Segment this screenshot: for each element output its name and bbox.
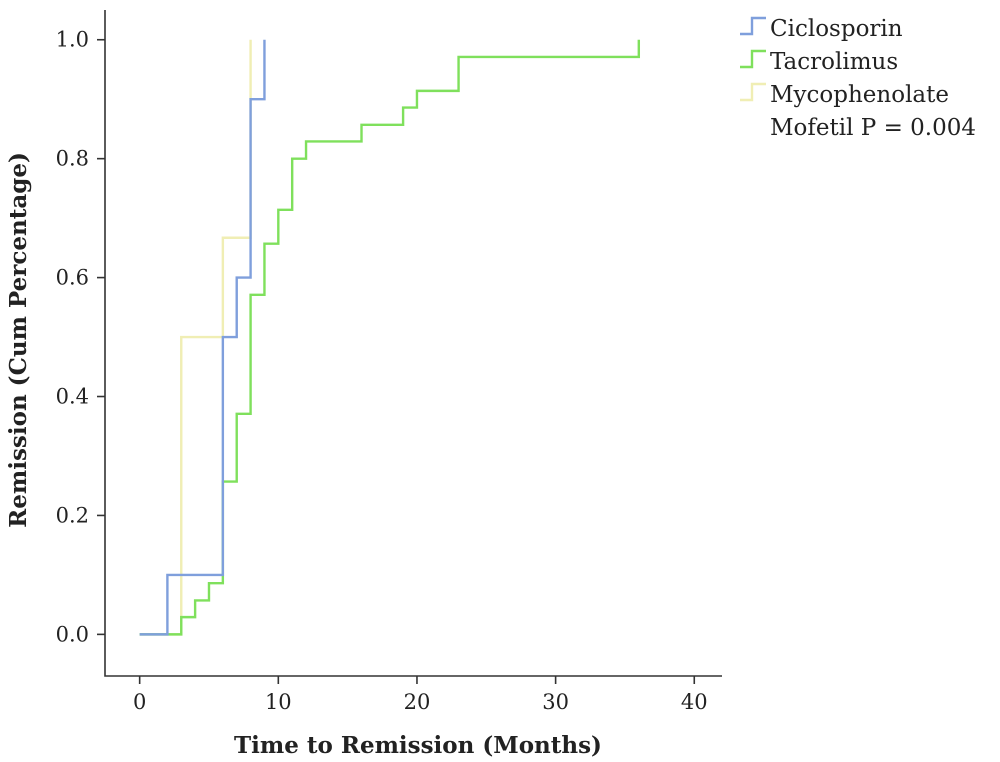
legend-swatch-1 <box>740 16 766 36</box>
y-tick-label: 0.4 <box>56 385 89 409</box>
axis-frame <box>104 10 722 677</box>
axes: 0 10 20 30 40 0.0 0.2 0.4 0.6 0.8 1.0 <box>56 10 722 714</box>
series-lines <box>139 39 641 636</box>
x-tick-label: 10 <box>265 690 292 714</box>
legend-label-1: Ciclosporin <box>770 16 903 42</box>
x-tick-label: 20 <box>404 690 431 714</box>
legend-swatch-3 <box>740 82 766 102</box>
x-tick-label: 30 <box>542 690 569 714</box>
y-tick-label: 0.6 <box>56 266 89 290</box>
series-line-2 <box>139 39 641 636</box>
legend-label-3: Mycophenolate <box>770 82 949 108</box>
y-tick-label: 0.8 <box>56 147 89 171</box>
x-axis-title: Time to Remission (Months) <box>234 732 602 759</box>
y-tick-label: 1.0 <box>56 28 89 52</box>
legend-swatch-2 <box>740 49 766 69</box>
legend-label-2: Tacrolimus <box>770 49 898 75</box>
x-tick-label: 0 <box>133 690 146 714</box>
y-tick-label: 0.0 <box>56 622 89 646</box>
y-tick-label: 0.2 <box>56 503 89 527</box>
series-line-1 <box>139 39 266 636</box>
x-tick-label: 40 <box>681 690 708 714</box>
y-axis-title: Remission (Cum Percentage) <box>5 152 32 528</box>
legend: Ciclosporin Tacrolimus Mycophenolate Mofeti… <box>740 16 976 141</box>
legend-label-4: Mofetil P = 0.004 <box>770 115 976 141</box>
